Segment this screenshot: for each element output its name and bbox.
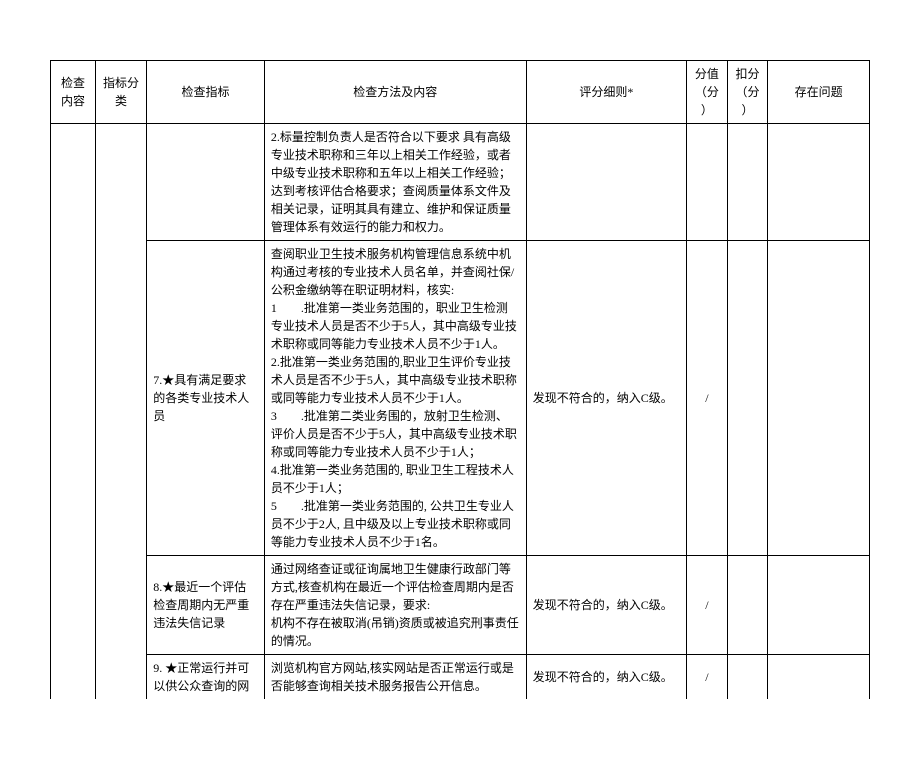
table-row: 9. ★正常运行并可以供公众查询的网 浏览机构官方网站,核实网站是否正常运行或是… [51,655,870,700]
cell-method: 通过网络查证或征询属地卫生健康行政部门等方式,核查机构在最近一个评估检查周期内是… [264,556,526,655]
cell-method: 2.标量控制负责人是否符合以下要求 具有高级专业技术职称和三年以上相关工作经验，… [264,124,526,241]
cell-problem [768,655,870,700]
cell-check-content [51,124,96,700]
cell-problem [768,556,870,655]
cell-problem [768,241,870,556]
cell-method: 查阅职业卫生技术服务机构管理信息系统中机构通过考核的专业技术人员名单，并查阅社保… [264,241,526,556]
cell-criteria: 发现不符合的，纳入C级。 [526,556,686,655]
header-index: 检查指标 [147,61,265,124]
table-header-row: 检查内容 指标分类 检查指标 检查方法及内容 评分细则* 分值（分） 扣分（分）… [51,61,870,124]
cell-score: / [687,241,728,556]
header-score: 分值（分） [687,61,728,124]
cell-deduct [727,556,768,655]
evaluation-table: 检查内容 指标分类 检查指标 检查方法及内容 评分细则* 分值（分） 扣分（分）… [50,60,870,699]
cell-index: 7.★具有满足要求的各类专业技术人员 [147,241,265,556]
header-deduct: 扣分（分） [727,61,768,124]
cell-category [95,124,146,700]
table-row: 8.★最近一个评估检查周期内无严重违法失信记录 通过网络查证或征询属地卫生健康行… [51,556,870,655]
cell-score: / [687,655,728,700]
cell-criteria: 发现不符合的，纳入C级。 [526,655,686,700]
cell-deduct [727,241,768,556]
header-problem: 存在问题 [768,61,870,124]
cell-problem [768,124,870,241]
cell-criteria: 发现不符合的，纳入C级。 [526,241,686,556]
cell-criteria [526,124,686,241]
header-check-content: 检查内容 [51,61,96,124]
header-method: 检查方法及内容 [264,61,526,124]
header-category: 指标分类 [95,61,146,124]
table-row: 2.标量控制负责人是否符合以下要求 具有高级专业技术职称和三年以上相关工作经验，… [51,124,870,241]
header-criteria: 评分细则* [526,61,686,124]
table-row: 7.★具有满足要求的各类专业技术人员 查阅职业卫生技术服务机构管理信息系统中机构… [51,241,870,556]
cell-index: 8.★最近一个评估检查周期内无严重违法失信记录 [147,556,265,655]
cell-method: 浏览机构官方网站,核实网站是否正常运行或是否能够查询相关技术服务报告公开信息。 [264,655,526,700]
cell-deduct [727,124,768,241]
cell-index [147,124,265,241]
cell-score: / [687,556,728,655]
cell-index: 9. ★正常运行并可以供公众查询的网 [147,655,265,700]
cell-score [687,124,728,241]
cell-deduct [727,655,768,700]
